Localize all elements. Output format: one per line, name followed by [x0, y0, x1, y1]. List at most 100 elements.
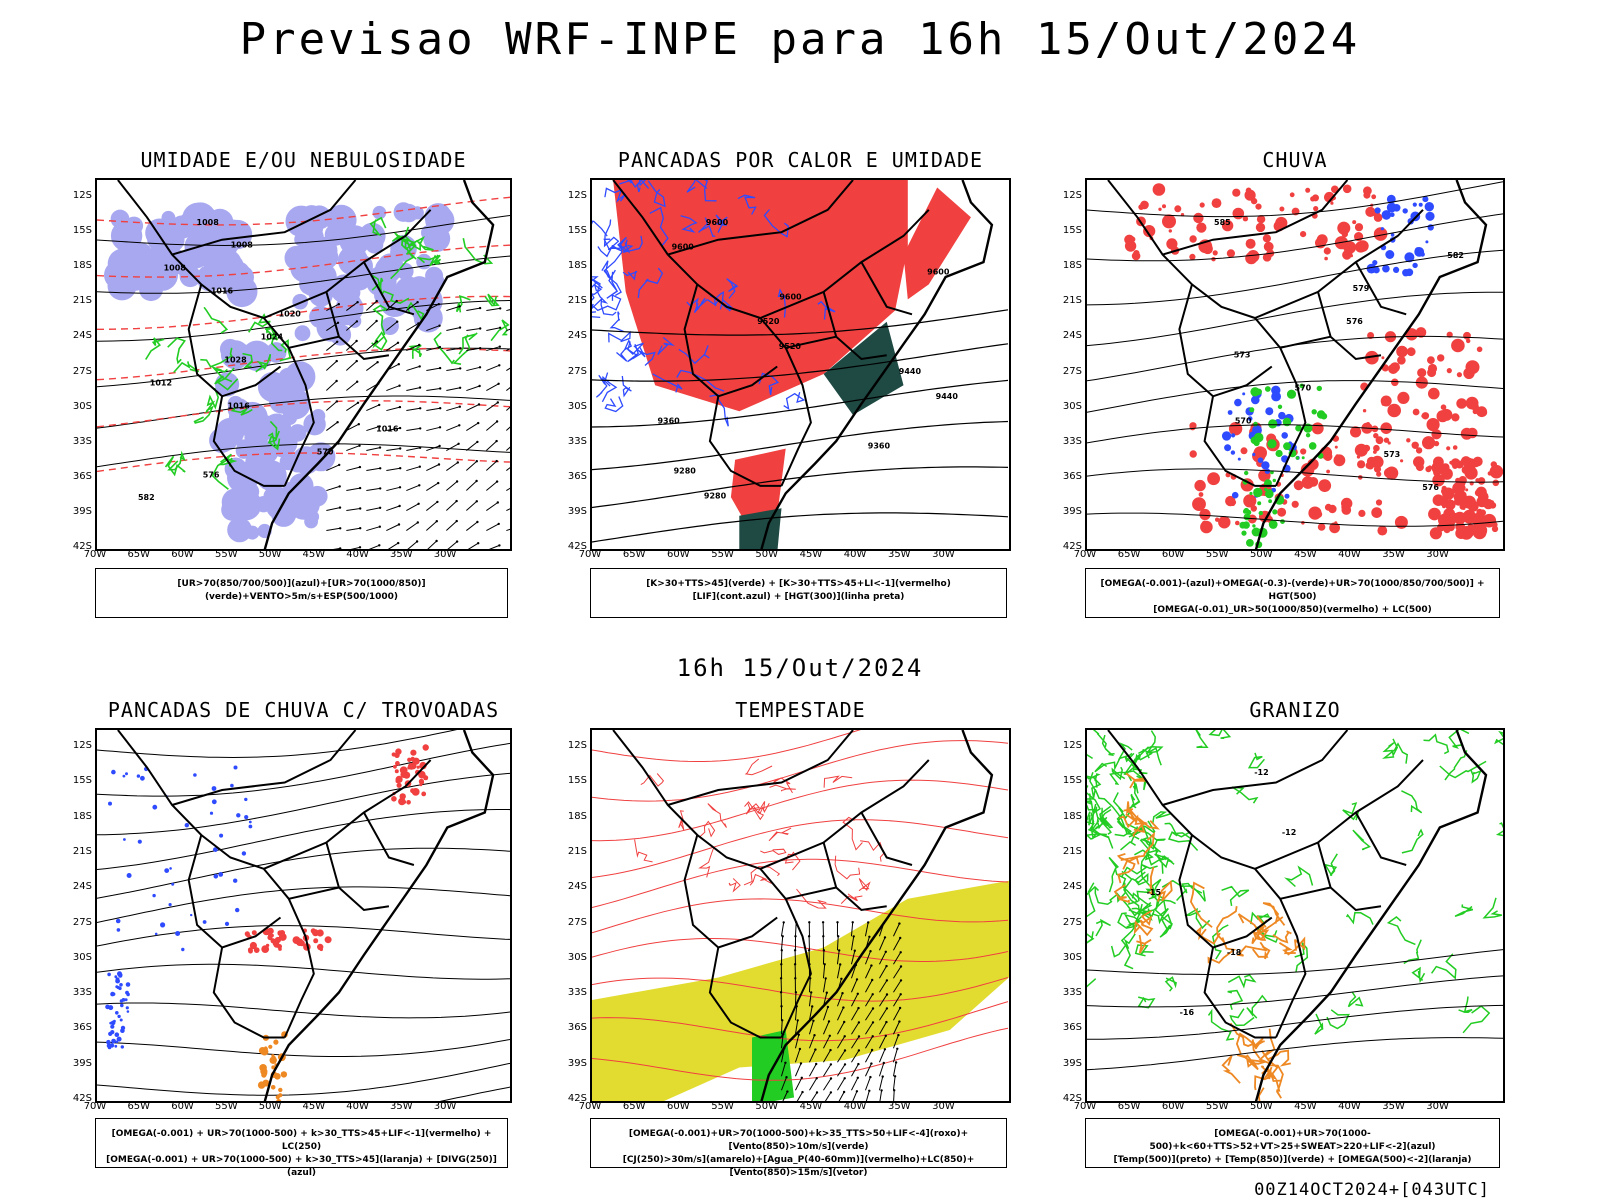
rain-area	[1472, 463, 1477, 468]
longitude-label: 60W	[667, 549, 690, 560]
longitude-label: 55W	[1205, 1101, 1229, 1112]
rain-area	[1373, 433, 1379, 439]
omega-strong-area	[1253, 421, 1258, 427]
country-border	[117, 730, 315, 1038]
wind-vector	[426, 367, 441, 372]
longitude-label: 65W	[127, 549, 151, 560]
divergence-area	[137, 839, 142, 844]
streamline	[97, 886, 510, 923]
longitude-label: 35W	[887, 1101, 911, 1112]
humidity-1000-contour	[255, 353, 272, 373]
wind-vector-head	[455, 480, 459, 483]
humidity-700-area	[311, 409, 326, 423]
omega-strong-area	[1316, 385, 1322, 392]
omega-strong-area	[1295, 456, 1300, 460]
thunderstorm-area	[317, 943, 324, 951]
wind-vector	[506, 467, 510, 471]
wind-vector	[366, 425, 380, 432]
wind-vector-head	[418, 465, 421, 468]
wind-vector-head	[829, 1091, 833, 1094]
humidity-700-area	[170, 215, 194, 239]
latitude-label: 30S	[1062, 400, 1082, 412]
lifted-index-contour	[678, 345, 710, 365]
wind-vector-head	[885, 1007, 889, 1010]
latitude-label: 18S	[567, 260, 587, 272]
temp500-isoline	[1087, 975, 1503, 1008]
rain-area	[1473, 523, 1488, 538]
omega-strong-area	[1258, 510, 1263, 516]
omega-area	[1418, 202, 1423, 207]
rain-area	[1311, 422, 1324, 435]
legend-line: [Temp(500)](preto) + [Temp(850)](verde) …	[1113, 1155, 1472, 1165]
contour-label: 1024	[261, 333, 284, 342]
latitude-label: 27S	[72, 916, 92, 928]
thunderstorm-area	[247, 947, 253, 953]
temp850-contour	[1208, 730, 1232, 740]
omega500-contour	[1237, 1054, 1266, 1065]
lifted-index-contour	[595, 372, 609, 398]
divergence-area	[108, 801, 112, 806]
wind-vector	[851, 1077, 859, 1091]
country-border	[325, 842, 390, 912]
wind-vector-head	[498, 345, 501, 348]
wind-vector-head	[459, 347, 462, 350]
latitude-label: 18S	[1062, 260, 1082, 272]
lifted-index-contour	[592, 311, 601, 319]
divergence-area	[248, 820, 252, 824]
wind-vector-head	[378, 425, 381, 428]
wind-vector-head	[416, 521, 419, 524]
lifted-index-contour	[603, 219, 620, 251]
temp850-contour	[1120, 920, 1140, 950]
precip-water-contour	[678, 810, 685, 831]
wind-vector	[822, 1006, 829, 1021]
wind-vector-head	[457, 442, 460, 445]
rain-area	[1376, 471, 1382, 477]
rain-area	[1152, 183, 1166, 196]
wind-vector	[506, 528, 510, 532]
rain-area	[1143, 225, 1156, 238]
divergence-area	[140, 775, 145, 781]
omega-strong-area	[1277, 404, 1283, 409]
wind-vector-head	[881, 1075, 884, 1078]
omega-area	[1393, 266, 1400, 273]
wind-vector	[366, 467, 381, 472]
wind-vector-head	[815, 1062, 818, 1066]
wind-vector	[837, 1036, 846, 1049]
omega500-contour	[1251, 1037, 1264, 1059]
latitude-label: 21S	[72, 845, 92, 857]
divergence-area	[211, 786, 217, 791]
thunderstorm-area	[395, 748, 402, 755]
wind-vector-head	[814, 1048, 817, 1051]
thunderstorm-area	[298, 940, 305, 947]
temp850-contour	[1382, 738, 1399, 758]
coastline	[1254, 730, 1488, 1101]
latitude-label: 30S	[567, 951, 587, 963]
lifted-index-contour	[592, 297, 617, 316]
longitude-label: 65W	[622, 1101, 646, 1112]
wind-vector	[486, 502, 499, 511]
wind-vector	[506, 367, 510, 371]
thunderstorm-area	[407, 762, 415, 770]
legend-line: [OMEGA(-0.001)+UR>70(1000-500)+k<60+TTS>…	[1149, 1129, 1436, 1152]
contour-label: 573	[1234, 350, 1251, 359]
omega-strong-area	[1249, 491, 1253, 496]
wind-vector-head	[456, 461, 459, 464]
longitude-label: 50W	[755, 549, 779, 560]
humidity-1000-contour	[205, 387, 220, 414]
lifted-index-contour	[592, 220, 594, 225]
rain-area	[1207, 472, 1220, 486]
temp850-contour	[1134, 944, 1154, 957]
rain-area	[1465, 396, 1479, 410]
wind-vector	[486, 364, 500, 372]
thunderstorm-area	[410, 749, 417, 756]
latitude-label: 36S	[567, 470, 587, 482]
wind-vector-head	[871, 978, 874, 982]
wind-vector	[780, 922, 785, 937]
latitude-label: 27S	[567, 916, 587, 928]
omega-area	[1404, 252, 1415, 263]
rain-area	[1218, 516, 1231, 529]
thunderstorm-area	[292, 936, 301, 944]
rain-area	[1245, 187, 1252, 194]
wind-vector	[406, 447, 421, 452]
divergence-area	[213, 874, 219, 879]
